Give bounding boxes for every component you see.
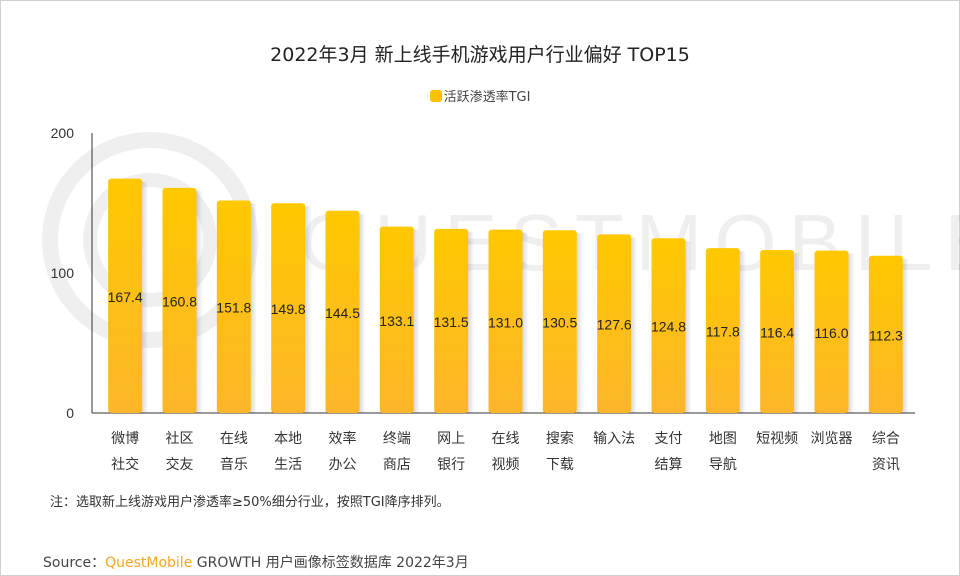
bar-shadow: [848, 253, 855, 413]
data-label: 112.3: [869, 327, 903, 343]
bar: [705, 248, 740, 413]
data-label: 130.5: [542, 315, 577, 331]
bar-shadow: [413, 229, 420, 413]
data-label: 133.1: [379, 313, 414, 329]
legend-label: 活跃渗透率TGI: [443, 90, 531, 105]
legend-swatch: [429, 90, 442, 102]
bar: [651, 238, 686, 413]
x-tick-label: 下载: [546, 457, 574, 473]
chart-title: 2022年3月 新上线手机游戏用户行业偏好 TOP15: [270, 44, 690, 66]
x-tick-label: 社交: [111, 456, 139, 473]
bar: [325, 210, 360, 413]
bar: [108, 178, 143, 413]
bar: [162, 187, 197, 413]
bar: [542, 230, 577, 413]
x-tick-label: 网上: [437, 431, 465, 447]
bar: [814, 250, 849, 413]
bar-shadow: [196, 190, 203, 413]
source-brand: QuestMobile: [105, 555, 193, 571]
x-tick-label: 本地: [274, 431, 302, 447]
bar-shadow: [739, 251, 746, 413]
data-label: 160.8: [162, 293, 197, 309]
bar: [379, 226, 414, 413]
x-tick-label: 办公: [329, 457, 357, 473]
bar-shadow: [794, 253, 801, 413]
data-label: 117.8: [706, 324, 740, 340]
bar-shadow: [305, 206, 312, 413]
x-tick-label: 商店: [383, 457, 411, 473]
bar-shadow: [359, 213, 366, 413]
y-tick-label: 0: [66, 405, 74, 421]
x-tick-label: 资讯: [872, 457, 900, 473]
data-label: 144.5: [325, 305, 360, 321]
data-label: 151.8: [216, 300, 251, 316]
x-tick-label: 音乐: [220, 456, 248, 473]
bar: [760, 250, 795, 413]
data-label: 131.5: [434, 314, 469, 330]
bar-shadow: [631, 237, 638, 413]
x-tick-label: 交友: [166, 456, 194, 473]
data-label: 124.8: [651, 319, 686, 335]
bar-shadow: [468, 231, 475, 413]
data-label: 167.4: [108, 289, 143, 305]
data-label: 149.8: [271, 301, 306, 317]
y-tick-label: 200: [51, 125, 75, 141]
x-tick-label: 地图: [709, 431, 737, 447]
bar-shadow: [576, 233, 583, 413]
bar-shadow: [902, 258, 909, 413]
x-tick-label: 社区: [166, 431, 194, 447]
bar: [271, 203, 306, 413]
bar-shadow: [522, 232, 529, 413]
x-tick-label: 银行: [437, 457, 465, 473]
x-tick-label: 在线: [492, 431, 520, 447]
bar: [868, 255, 903, 413]
data-label: 116.0: [815, 325, 849, 341]
x-tick-label: 微博: [111, 430, 139, 447]
bar-shadow: [685, 241, 692, 413]
legend: 活跃渗透率TGI: [0, 86, 960, 105]
y-tick-label: 100: [51, 265, 75, 281]
footnote: 注：选取新上线游戏用户渗透率≥50%细分行业，按照TGI降序排列。: [50, 495, 450, 510]
x-tick-label: 效率: [329, 430, 357, 447]
data-label: 116.4: [760, 325, 794, 341]
x-tick-label: 浏览器: [811, 431, 853, 447]
x-tick-label: 在线: [220, 431, 248, 447]
data-label: 131.0: [488, 314, 523, 330]
x-tick-label: 生活: [274, 457, 302, 473]
x-tick-label: 短视频: [756, 431, 798, 447]
source-rest: GROWTH 用户画像标签数据库 2022年3月: [196, 555, 469, 571]
bar-shadow: [250, 203, 257, 413]
x-tick-label: 搜索: [546, 430, 574, 447]
data-label: 127.6: [597, 317, 632, 333]
x-tick-label: 综合: [872, 431, 900, 447]
x-tick-label: 输入法: [593, 431, 635, 447]
x-tick-label: 结算: [655, 457, 683, 473]
source-prefix: Source：: [43, 555, 106, 571]
bar: [488, 229, 523, 413]
bar: [597, 234, 632, 413]
x-tick-label: 视频: [492, 457, 520, 473]
source-line: Source：QuestMobile GROWTH 用户画像标签数据库 2022…: [43, 552, 469, 572]
x-tick-label: 导航: [709, 457, 737, 473]
bar-shadow: [142, 181, 149, 413]
x-tick-label: 终端: [383, 431, 411, 447]
x-tick-label: 支付: [655, 431, 683, 447]
bar: [434, 228, 469, 413]
bar: [216, 200, 251, 413]
